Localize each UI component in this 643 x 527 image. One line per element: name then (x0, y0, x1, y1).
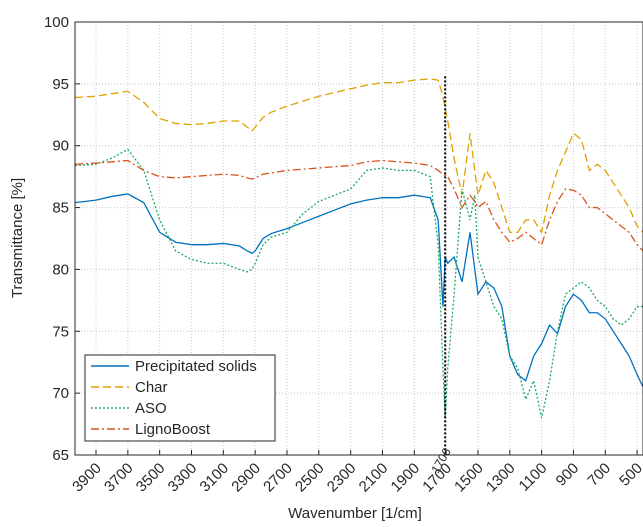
x-tick-label: 1900 (388, 460, 424, 496)
y-axis-label: Transmittance [%] (9, 178, 26, 298)
legend-label: Precipitated solids (135, 358, 257, 375)
x-tick-label: 3900 (69, 460, 105, 496)
y-tick-label: 85 (52, 200, 69, 217)
axes-box (74, 21, 643, 456)
x-tick-label: 500 (616, 460, 643, 490)
x-tick-label: 2100 (356, 460, 392, 496)
x-tick-label: 2900 (228, 460, 264, 496)
x-tick-label: 3300 (165, 460, 201, 496)
legend-label: Char (135, 379, 168, 396)
x-tick-label: 3700 (101, 460, 137, 496)
legend-label: LignoBoost (135, 421, 211, 438)
y-tick-label: 95 (52, 76, 69, 93)
x-tick-label: 700 (584, 460, 614, 490)
x-tick-label: 900 (553, 460, 583, 490)
series-line (75, 193, 643, 388)
y-tick-label: 65 (52, 447, 69, 464)
y-tick-label: 80 (52, 261, 69, 278)
x-tick-label: 2500 (292, 460, 328, 496)
x-tick-label: 2300 (324, 460, 360, 496)
x-tick-label: 1100 (516, 460, 551, 495)
series-line (75, 159, 643, 252)
y-tick-label: 100 (44, 14, 69, 31)
x-tick-label: 3500 (133, 460, 169, 496)
legend-box (84, 354, 276, 442)
x-axis-label: Wavenumber [1/cm] (288, 505, 422, 522)
x-tick-label: 3100 (197, 460, 233, 496)
x-tick-label: 1500 (451, 460, 487, 496)
y-tick-label: 90 (52, 138, 69, 155)
x-tick-label: 2700 (260, 460, 296, 496)
legend-label: ASO (135, 400, 167, 417)
y-tick-label: 70 (52, 385, 69, 402)
series-line (75, 78, 643, 234)
y-tick-label: 75 (52, 323, 69, 340)
x-tick-label: 1300 (483, 460, 519, 496)
